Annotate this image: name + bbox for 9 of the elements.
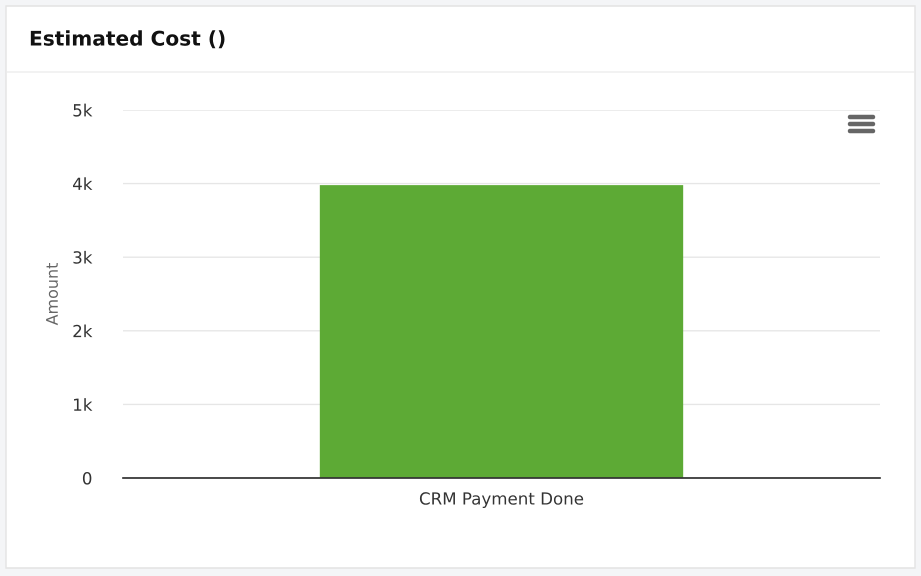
- y-tick-label: 4k: [73, 177, 92, 190]
- y-axis-title: Amount: [46, 263, 58, 326]
- y-tick-label: 3k: [73, 250, 92, 264]
- chart-title: Estimated Cost (): [30, 30, 224, 48]
- y-tick-label: 5k: [73, 104, 92, 117]
- y-tick-label: 1k: [74, 398, 92, 411]
- y-tick-label: 0: [82, 472, 92, 485]
- y-tick-label: 2k: [73, 324, 92, 338]
- x-tick-label: CRM Payment Done: [420, 492, 584, 508]
